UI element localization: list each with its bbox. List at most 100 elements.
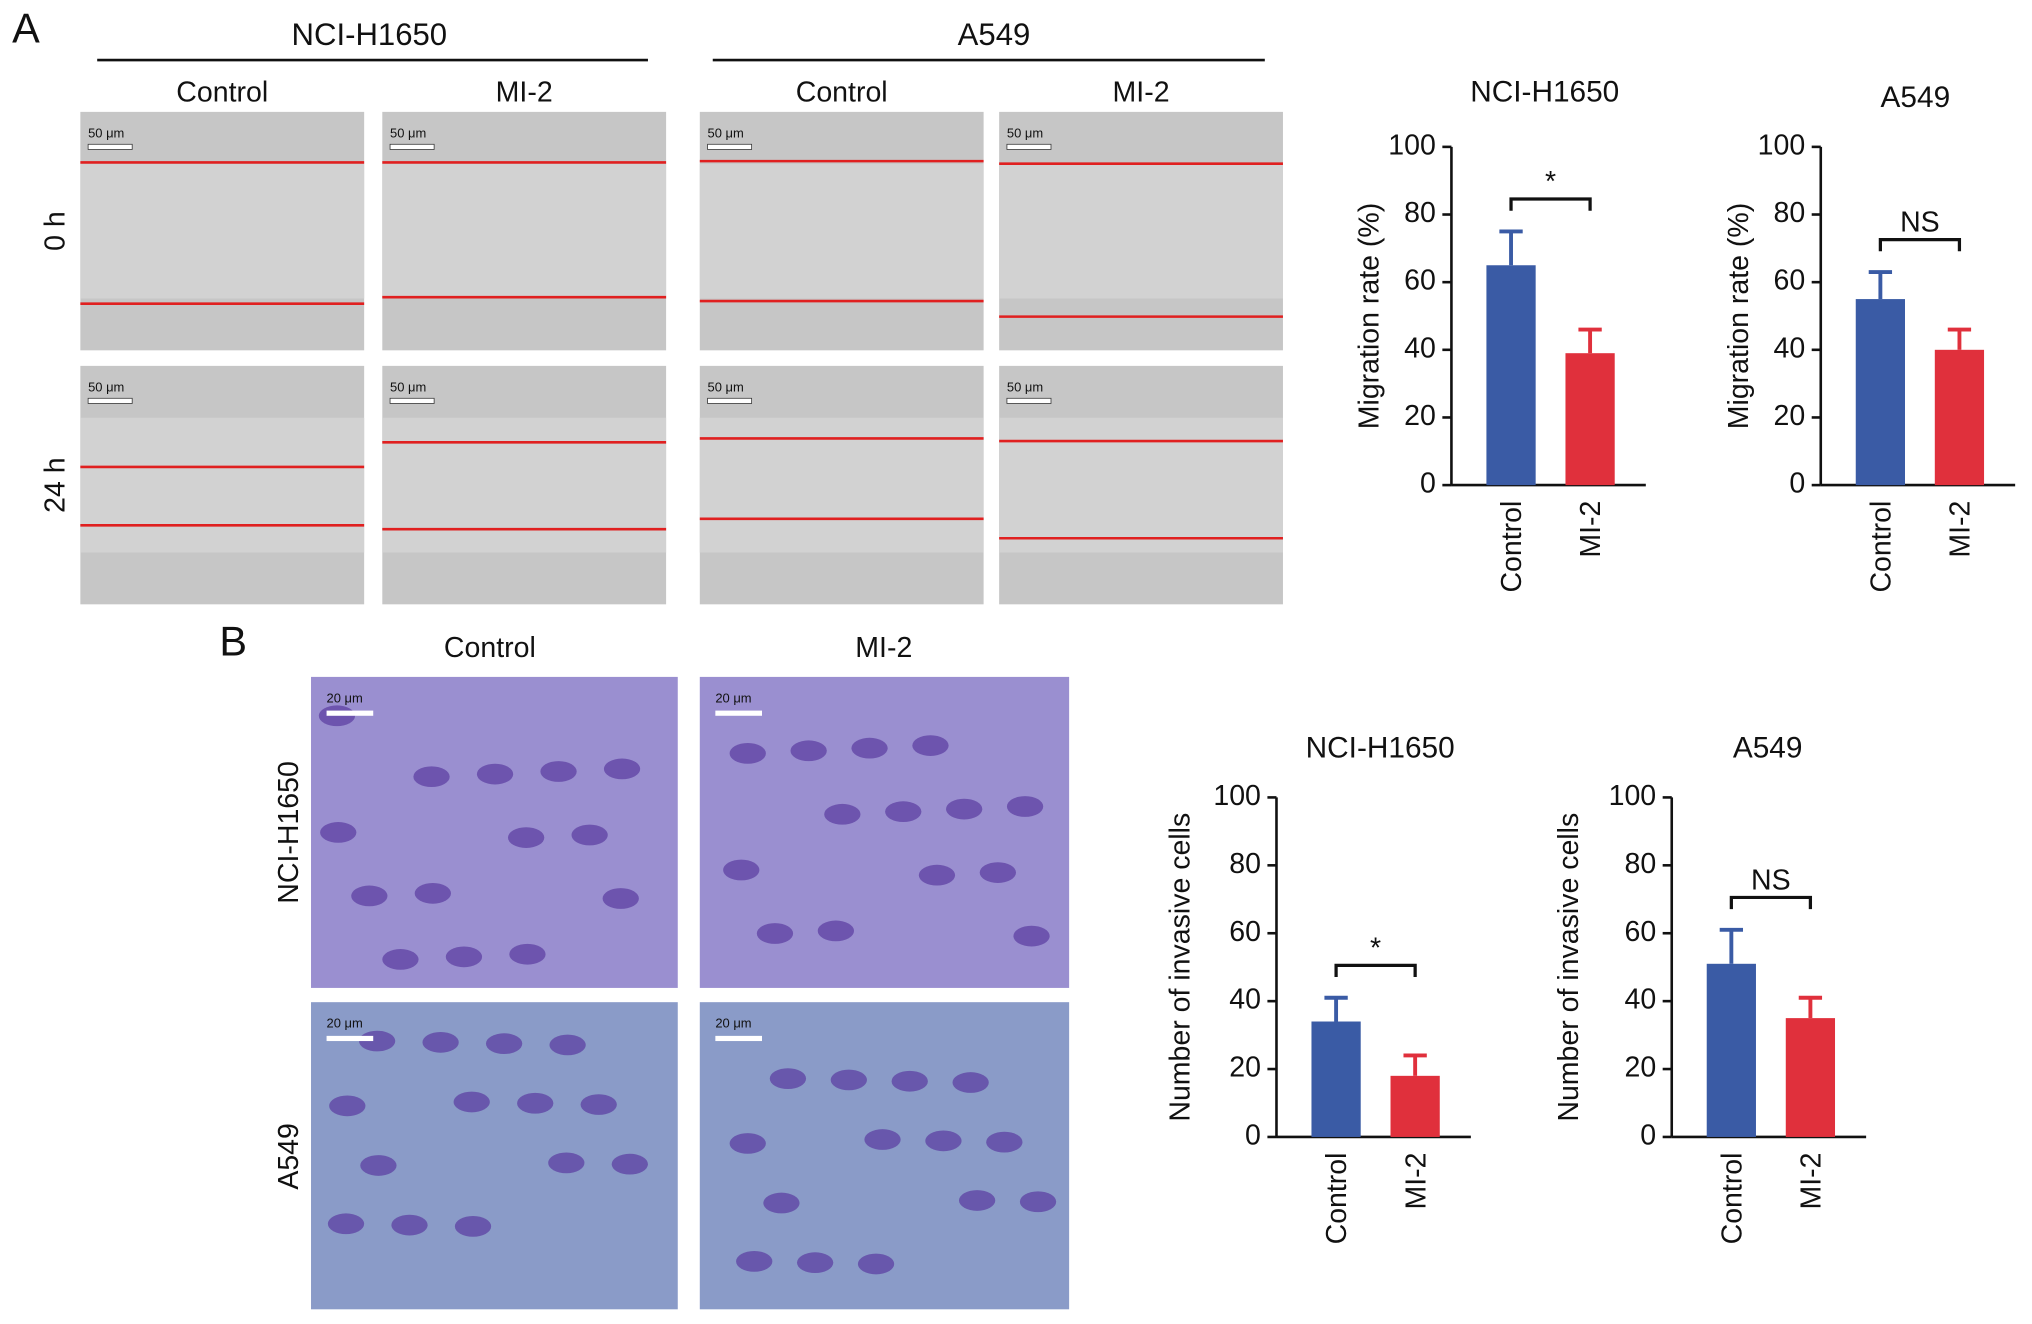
cell — [918, 864, 956, 886]
cell — [571, 824, 608, 846]
significance-label: NS — [1751, 864, 1791, 896]
condition-label: MI-2 — [855, 632, 912, 664]
scale-bar — [326, 710, 374, 716]
cell — [476, 763, 514, 785]
x-tick-label: Control — [1321, 1153, 1353, 1245]
bar — [1785, 1018, 1836, 1137]
bar — [1390, 1075, 1440, 1137]
cell — [320, 822, 357, 843]
y-tick-label: 40 — [1404, 332, 1436, 364]
cell — [445, 946, 483, 968]
condition-label: Control — [444, 632, 536, 664]
y-tick-label: 100 — [1213, 780, 1261, 812]
scale-bar — [707, 143, 753, 150]
wound-gap — [382, 417, 667, 553]
scale-bar — [715, 710, 762, 716]
cell — [603, 758, 641, 780]
scale-bar — [707, 397, 753, 404]
scale-bar-label: 50 μm — [390, 125, 426, 140]
cell — [540, 761, 577, 782]
y-tick-label: 80 — [1229, 848, 1261, 880]
micrograph — [699, 676, 1070, 988]
y-tick-label: 0 — [1420, 468, 1436, 500]
scale-bar-label: 50 μm — [708, 125, 744, 140]
y-tick-label: 80 — [1404, 197, 1436, 229]
cell — [1019, 1191, 1057, 1213]
x-tick-label: MI-2 — [1575, 501, 1607, 558]
cell — [756, 923, 794, 944]
y-tick-label: 20 — [1229, 1052, 1261, 1084]
wound-gap — [699, 417, 984, 553]
x-tick-label: MI-2 — [1400, 1153, 1432, 1210]
cell — [763, 1192, 800, 1214]
scale-bar — [326, 1035, 374, 1042]
cell — [391, 1214, 428, 1236]
scale-bar-label: 50 μm — [708, 379, 744, 394]
scale-bar-label: 50 μm — [88, 379, 124, 394]
y-tick-label: 100 — [1388, 129, 1436, 161]
y-tick-label: 100 — [1609, 780, 1657, 812]
cell — [885, 801, 922, 823]
scale-bar — [389, 143, 435, 150]
cell-line-label: A549 — [273, 1123, 305, 1190]
y-axis-label: Number of invasive cells — [1164, 813, 1196, 1122]
significance-bracket — [1334, 963, 1417, 978]
cell — [958, 1190, 996, 1211]
cell — [986, 1131, 1023, 1153]
cell — [413, 766, 450, 788]
cell — [790, 740, 827, 762]
cell — [796, 1252, 834, 1274]
x-tick-label: MI-2 — [1945, 501, 1977, 558]
y-tick-label: 40 — [1229, 984, 1261, 1016]
scale-bar — [1006, 397, 1052, 404]
y-tick-label: 0 — [1640, 1119, 1656, 1151]
wound-gap — [382, 163, 667, 299]
y-tick-label: 40 — [1774, 332, 1806, 364]
wound-gap — [80, 163, 365, 299]
scale-bar — [87, 143, 133, 150]
significance-label: NS — [1900, 207, 1940, 239]
cell — [824, 803, 861, 825]
cell — [817, 920, 855, 942]
scale-bar-label: 50 μm — [1007, 125, 1043, 140]
y-tick-label: 20 — [1624, 1052, 1656, 1084]
chart-title: NCI-H1650 — [1470, 76, 1619, 109]
cell-line-label: NCI-H1650 — [273, 761, 305, 904]
x-tick-label: Control — [1716, 1153, 1748, 1245]
cell — [327, 1213, 365, 1235]
wound-gap — [999, 163, 1283, 299]
cell — [509, 943, 546, 965]
cell — [611, 1153, 648, 1175]
cell — [329, 1095, 366, 1117]
wound-gap — [999, 417, 1283, 553]
micrograph — [311, 676, 678, 988]
y-axis-label: Migration rate (%) — [1723, 203, 1755, 429]
panel-label: A — [12, 4, 40, 51]
cell — [580, 1094, 617, 1115]
cell — [857, 1253, 895, 1275]
cell — [351, 885, 388, 907]
bar — [1565, 353, 1615, 486]
cell — [864, 1129, 901, 1150]
significance-label: * — [1370, 932, 1381, 964]
cell — [382, 949, 419, 970]
time-label: 0 h — [40, 211, 72, 251]
wound-gap — [80, 417, 365, 553]
cell — [830, 1069, 867, 1091]
y-tick-label: 40 — [1624, 984, 1656, 1016]
scale-bar-label: 50 μm — [88, 125, 124, 140]
chart-title: A549 — [1733, 731, 1803, 764]
y-tick-label: 20 — [1404, 400, 1436, 432]
x-tick-label: Control — [1866, 501, 1898, 593]
cell — [360, 1155, 397, 1176]
cell — [912, 735, 949, 756]
scale-bar-label: 20 μm — [715, 1016, 751, 1031]
y-tick-label: 80 — [1624, 848, 1656, 880]
y-tick-label: 20 — [1774, 400, 1806, 432]
significance-bracket — [1878, 238, 1962, 252]
cell — [891, 1070, 928, 1092]
cell — [946, 798, 983, 820]
y-tick-label: 60 — [1624, 916, 1656, 948]
